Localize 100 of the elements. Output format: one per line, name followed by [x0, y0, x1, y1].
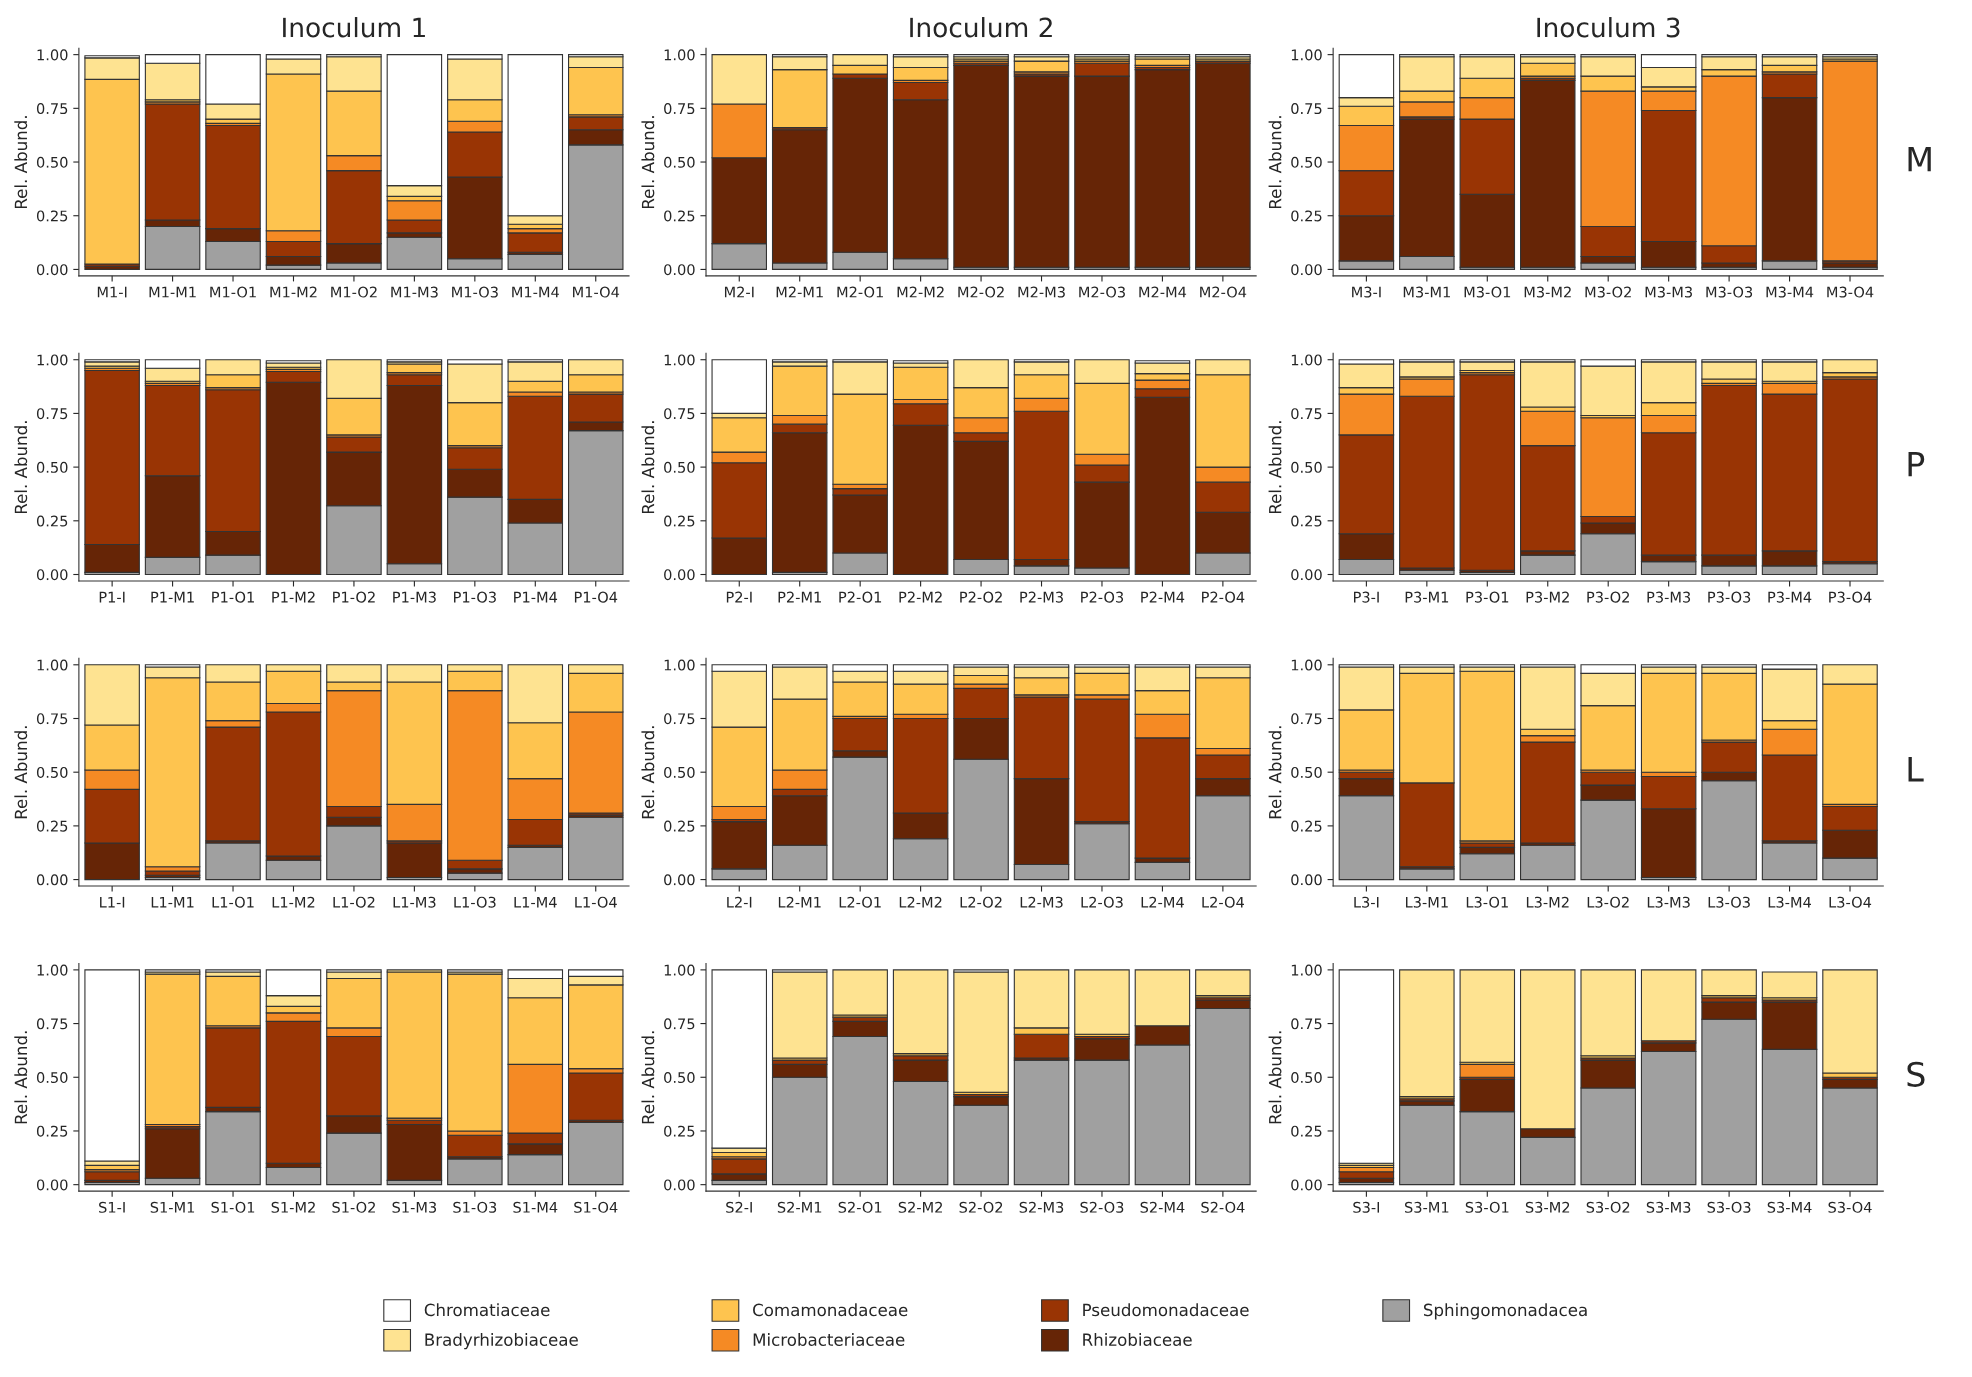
y-tick-label: 0.50 [664, 461, 695, 473]
x-tick-label: L3-O4 [1829, 896, 1872, 908]
x-tick-label: M3-M4 [1766, 286, 1814, 298]
x-tick-label: L3-M2 [1526, 896, 1569, 908]
x-tick-label: S2-O2 [959, 1201, 1003, 1213]
x-tick-label: P1-O1 [212, 591, 254, 603]
x-tick-label: L2-O2 [960, 896, 1002, 908]
y-tick-label: 0.75 [664, 408, 695, 420]
x-tick-label: P1-M1 [151, 591, 194, 603]
x-tick-label: M2-O4 [1200, 286, 1247, 298]
x-tick-label: M2-M4 [1139, 286, 1187, 298]
x-tick-label: M3-O1 [1464, 286, 1511, 298]
x-tick-label: L3-I [1354, 896, 1379, 908]
x-tick-label: M1-I [97, 286, 127, 298]
y-tick-label: 0.25 [664, 1125, 695, 1137]
x-tick-label: M3-M3 [1645, 286, 1692, 298]
x-tick-label: L1-M3 [393, 896, 436, 908]
x-tick-label: P2-M3 [1020, 591, 1063, 603]
x-tick-label: M2-I [724, 286, 754, 298]
y-tick-label: 0.50 [664, 156, 695, 168]
y-axis-title: Rel. Abund. [641, 116, 655, 209]
x-tick-label: L1-M4 [514, 896, 557, 908]
x-tick-label: P2-M2 [899, 591, 942, 603]
x-tick-label: P1-O3 [454, 591, 496, 603]
y-tick-label: 1.00 [1291, 964, 1322, 976]
x-tick-label: L2-M2 [899, 896, 942, 908]
x-tick-label: L2-O1 [839, 896, 881, 908]
y-tick-label: 0.50 [36, 461, 68, 473]
x-tick-label: M2-O1 [837, 286, 883, 298]
x-tick-label: M1-M1 [149, 286, 196, 298]
x-tick-label: S3-M4 [1767, 1201, 1812, 1213]
y-tick-label: 1.00 [664, 964, 695, 976]
y-axis-title: Rel. Abund. [1268, 421, 1282, 514]
y-tick-label: 0.75 [1291, 1018, 1322, 1030]
y-tick-label: 0.50 [36, 766, 68, 778]
y-tick-label: 0.00 [664, 1179, 695, 1191]
y-tick-label: 0.00 [1291, 264, 1322, 276]
y-tick-label: 0.75 [1291, 713, 1322, 725]
x-tick-label: S2-O4 [1201, 1201, 1245, 1213]
x-tick-label: L1-O1 [212, 896, 254, 908]
y-tick-label: 0.00 [36, 264, 68, 276]
x-tick-label: M3-I [1352, 286, 1381, 298]
x-tick-label: S2-O3 [1080, 1201, 1124, 1213]
x-tick-label: S1-O2 [332, 1201, 375, 1213]
y-tick-label: 0.00 [664, 874, 695, 886]
chart-title: Inoculum 3 [1537, 17, 1680, 38]
y-axis-title: Rel. Abund. [14, 1031, 28, 1124]
y-axis-title: Rel. Abund. [14, 421, 28, 514]
x-tick-label: L1-O2 [333, 896, 375, 908]
y-tick-label: 0.25 [664, 210, 695, 222]
x-tick-label: L3-O2 [1587, 896, 1629, 908]
x-tick-label: S3-O2 [1586, 1201, 1630, 1213]
x-tick-label: P3-M4 [1768, 591, 1812, 603]
y-tick-label: 0.00 [36, 874, 68, 886]
x-tick-label: S1-O1 [211, 1201, 255, 1213]
x-tick-label: L2-O3 [1081, 896, 1123, 908]
chart-title: Inoculum 2 [910, 17, 1052, 38]
x-tick-label: M2-M1 [776, 286, 823, 298]
x-tick-label: P2-O2 [960, 591, 1002, 603]
x-tick-label: P1-O2 [333, 591, 375, 603]
x-tick-label: P1-O4 [574, 591, 618, 603]
x-tick-label: L2-I [727, 896, 752, 908]
x-tick-label: P2-M4 [1141, 591, 1185, 603]
y-axis-title: Rel. Abund. [641, 421, 655, 514]
x-tick-label: L3-M1 [1406, 896, 1448, 908]
x-tick-label: P3-O1 [1466, 591, 1509, 603]
y-tick-label: 0.00 [1291, 569, 1322, 581]
y-tick-label: 0.00 [1291, 874, 1322, 886]
x-tick-label: P3-O2 [1587, 591, 1629, 603]
y-tick-label: 1.00 [1291, 49, 1322, 61]
y-axis-title: Rel. Abund. [641, 1031, 655, 1124]
x-tick-label: S3-I [1353, 1201, 1380, 1213]
x-tick-label: M3-O4 [1827, 286, 1874, 298]
x-tick-label: S2-M2 [898, 1201, 942, 1213]
x-tick-label: P2-O1 [839, 591, 882, 603]
y-tick-label: 0.75 [664, 103, 695, 115]
y-tick-label: 0.25 [1291, 515, 1322, 527]
x-tick-label: S1-M3 [392, 1201, 437, 1213]
y-tick-label: 0.50 [1291, 156, 1322, 168]
x-tick-label: S3-O1 [1465, 1201, 1509, 1213]
text: M [1908, 146, 1931, 172]
x-tick-label: P2-O4 [1202, 591, 1245, 603]
legend-label: Sphingomonadacea [1423, 1303, 1587, 1320]
y-axis-title: Rel. Abund. [641, 726, 655, 819]
y-tick-label: 0.00 [664, 569, 695, 581]
y-tick-label: 0.25 [664, 820, 695, 832]
y-tick-label: 0.50 [1291, 1071, 1322, 1084]
x-tick-label: S2-M1 [777, 1201, 822, 1213]
x-tick-label: S2-O1 [838, 1201, 882, 1213]
x-tick-label: S2-M3 [1019, 1201, 1064, 1213]
y-tick-label: 0.75 [36, 408, 68, 420]
y-tick-label: 0.50 [1291, 766, 1322, 778]
y-tick-label: 0.75 [36, 713, 68, 725]
x-tick-label: S1-O4 [574, 1201, 618, 1213]
y-axis-title: Rel. Abund. [1268, 726, 1282, 819]
x-tick-label: S1-O3 [453, 1201, 497, 1213]
legend-label: Bradyrhizobiaceae [425, 1333, 578, 1350]
x-tick-label: P3-M1 [1405, 591, 1449, 603]
y-tick-label: 1.00 [37, 49, 68, 61]
x-tick-label: P3-I [1354, 591, 1379, 603]
